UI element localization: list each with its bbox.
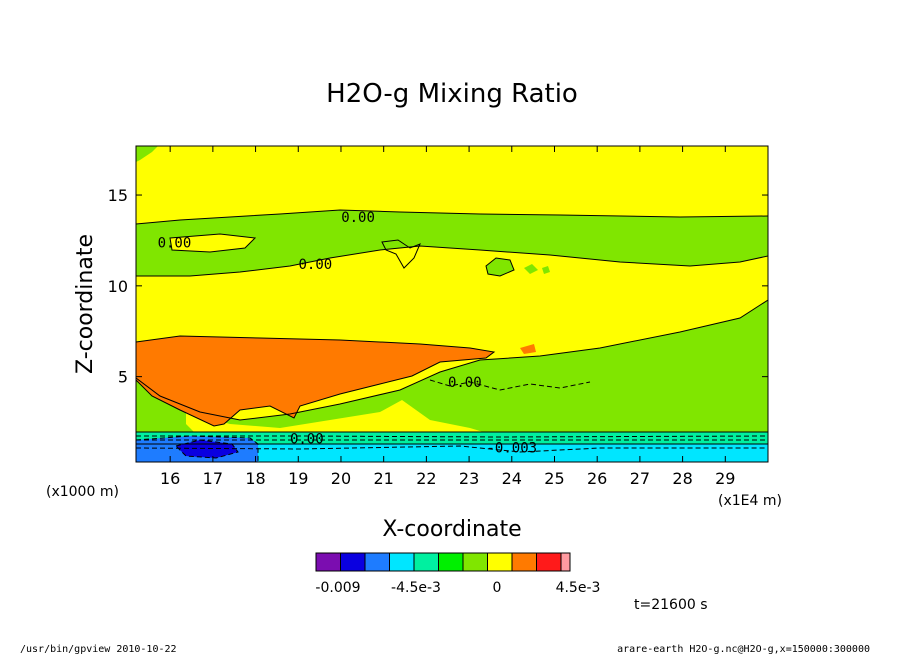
contour-label: 0.00 bbox=[341, 210, 375, 226]
green-region-lower bbox=[136, 300, 768, 462]
x-unit-label: (x1E4 m) bbox=[718, 493, 782, 509]
colorbar-cell bbox=[462, 552, 488, 572]
green-cyan-layer bbox=[136, 432, 768, 444]
colorbar bbox=[315, 552, 571, 572]
time-label: t=21600 s bbox=[634, 597, 708, 613]
colorbar-tick-labels: -0.009 -4.5e-3 0 4.5e-3 bbox=[315, 580, 600, 596]
x-tick-label: 24 bbox=[502, 469, 522, 488]
y-axis-label: Z-coordinate bbox=[73, 234, 98, 374]
colorbar-cell bbox=[511, 552, 537, 572]
dashed-negative-contours bbox=[136, 379, 768, 462]
x-tick-label: 25 bbox=[544, 469, 564, 488]
x-tick-label: 23 bbox=[459, 469, 479, 488]
x-tick-label: 27 bbox=[630, 469, 650, 488]
contour-label: -0.003 bbox=[486, 440, 537, 456]
chart-title: H2O-g Mixing Ratio bbox=[326, 79, 578, 109]
y-axis: 5 10 15 bbox=[108, 186, 768, 387]
plot-frame bbox=[135, 145, 769, 463]
x-tick-label: 16 bbox=[160, 469, 180, 488]
footer-left: /usr/bin/gpview 2010-10-22 bbox=[20, 644, 177, 654]
footer-right: arare-earth_H2O-g.nc@H2O-g,x=150000:3000… bbox=[617, 644, 870, 654]
green-blob-2 bbox=[524, 264, 538, 274]
contour-label: 0.00 bbox=[158, 235, 192, 251]
x-tick-label: 22 bbox=[416, 469, 436, 488]
colorbar-cell bbox=[364, 552, 390, 572]
x-tick-label: 21 bbox=[373, 469, 393, 488]
x-tick-label: 26 bbox=[587, 469, 607, 488]
green-region-top-left bbox=[136, 146, 158, 162]
contour-lines bbox=[136, 209, 768, 445]
colorbar-tick-label: 4.5e-3 bbox=[556, 580, 601, 596]
colorbar-cell bbox=[389, 552, 415, 572]
colorbar-cell bbox=[315, 552, 341, 572]
y-tick-label: 5 bbox=[118, 368, 128, 387]
colorbar-tick-label: -4.5e-3 bbox=[391, 580, 441, 596]
x-axis-label: X-coordinate bbox=[382, 517, 521, 542]
y-tick-label: 10 bbox=[108, 277, 128, 296]
x-tick-label: 19 bbox=[288, 469, 308, 488]
orange-region bbox=[136, 336, 494, 426]
x-tick-label: 29 bbox=[715, 469, 735, 488]
contour-field bbox=[136, 146, 768, 462]
orange-patch-small bbox=[520, 344, 536, 354]
colorbar-tick-label: -0.009 bbox=[315, 580, 360, 596]
contour-labels: 0.00 0.00 0.00 0.00 0.00 -0.003 bbox=[158, 210, 537, 457]
colorbar-cell bbox=[560, 552, 571, 572]
x-tick-label: 17 bbox=[203, 469, 223, 488]
x-tick-label: 20 bbox=[331, 469, 351, 488]
colorbar-tick-label: 0 bbox=[493, 580, 502, 596]
contour-label: 0.00 bbox=[298, 257, 332, 273]
y-tick-label: 15 bbox=[108, 186, 128, 205]
contour-label: 0.00 bbox=[290, 431, 324, 447]
colorbar-cell bbox=[487, 552, 513, 572]
yellow-region-lower bbox=[186, 400, 490, 440]
colorbar-cell bbox=[340, 552, 366, 572]
colorbar-cell bbox=[438, 552, 464, 572]
colorbar-cell bbox=[413, 552, 439, 572]
colorbar-cell bbox=[536, 552, 562, 572]
contour-label: 0.00 bbox=[448, 375, 482, 391]
x-axis: 16 17 18 19 20 21 22 23 24 25 26 27 28 29 bbox=[160, 146, 735, 488]
green-blob-3 bbox=[542, 266, 550, 274]
y-unit-label: (x1000 m) bbox=[46, 484, 119, 500]
yellow-patch-in-band bbox=[170, 234, 255, 252]
x-tick-label: 28 bbox=[672, 469, 692, 488]
green-band-upper bbox=[136, 210, 768, 276]
x-tick-label: 18 bbox=[245, 469, 265, 488]
green-blob-1 bbox=[486, 258, 514, 276]
